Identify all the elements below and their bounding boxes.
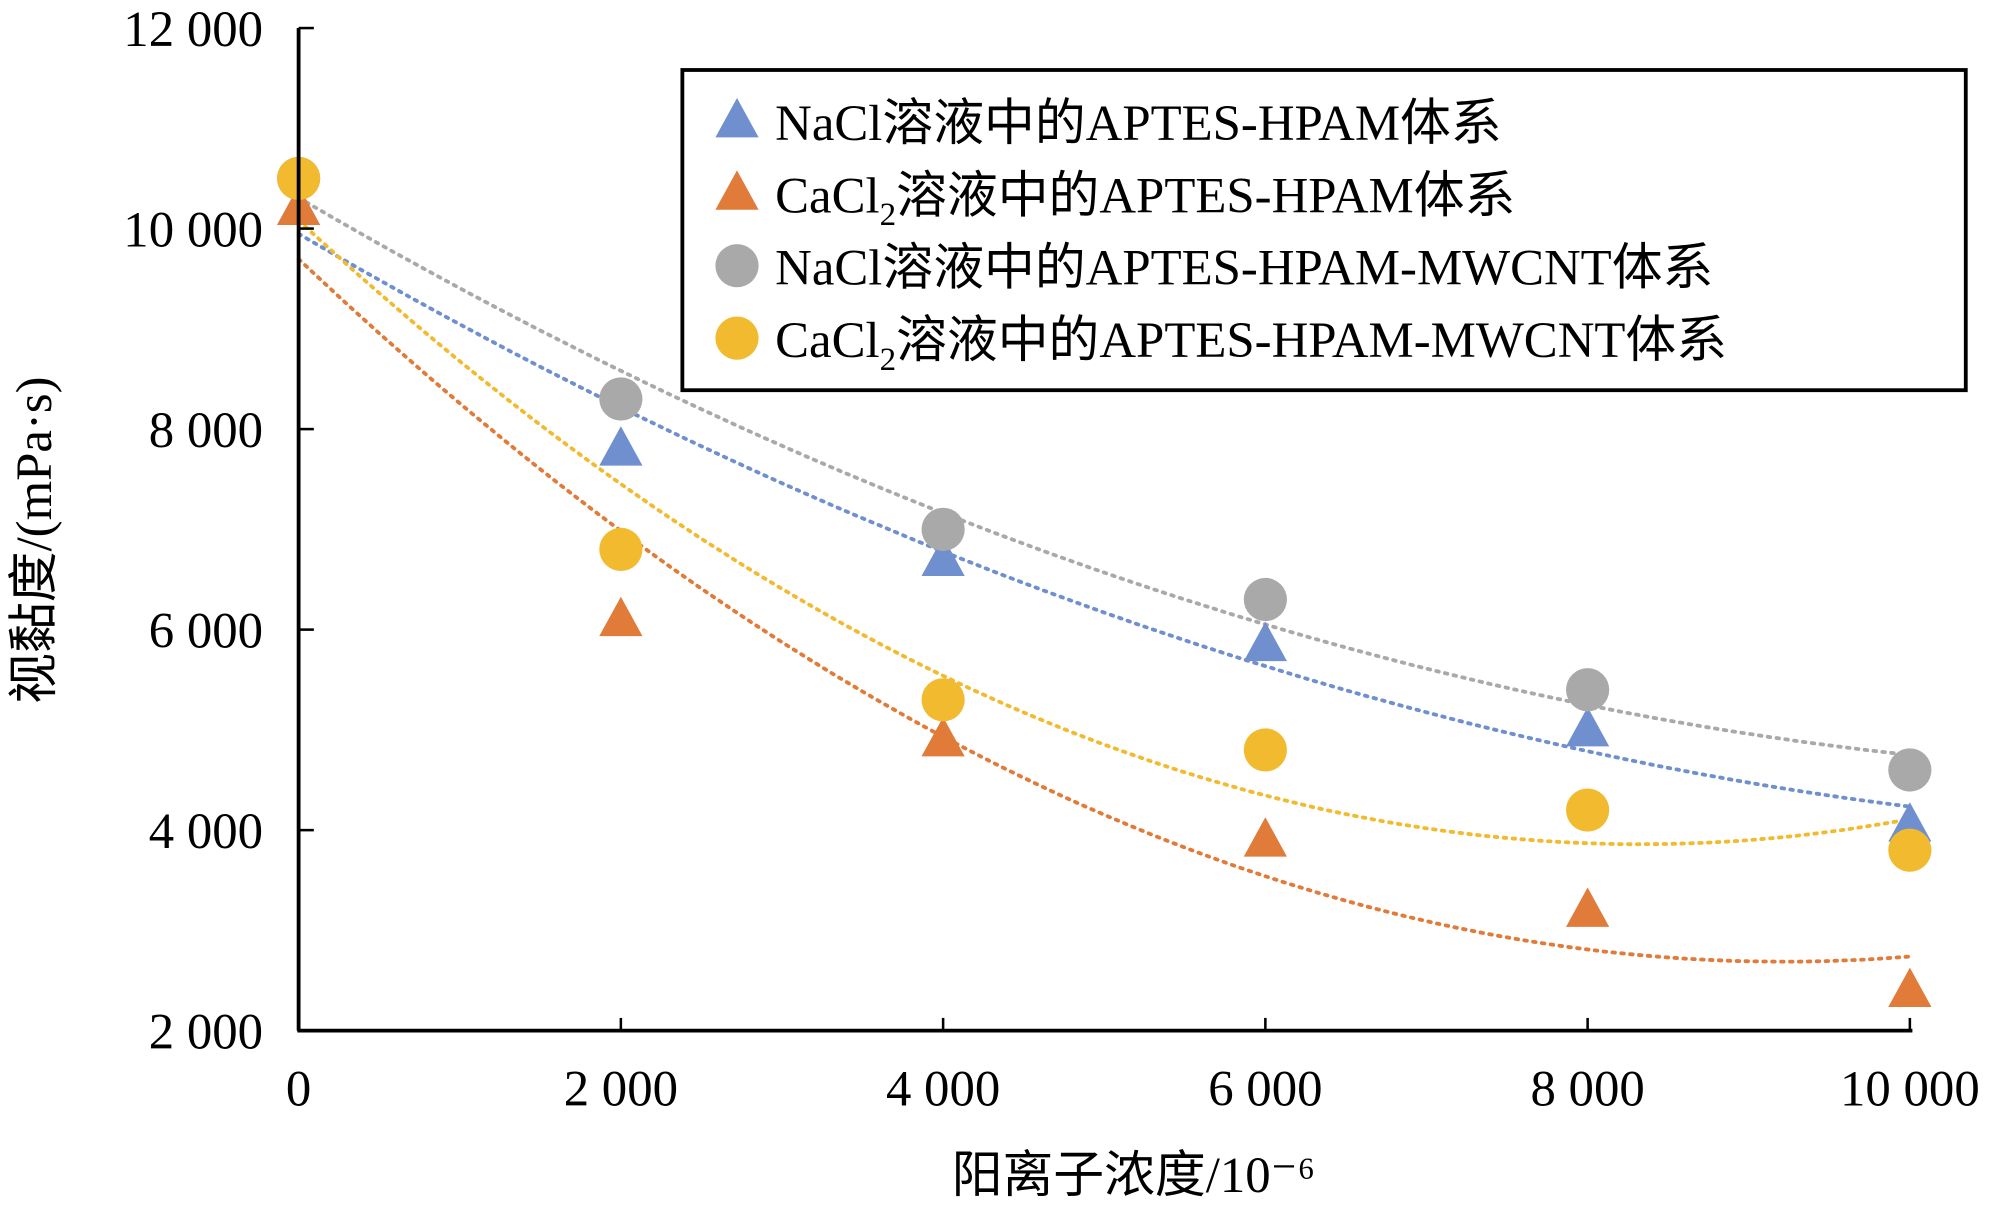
- circle-point: [1566, 788, 1610, 832]
- triangle-point: [1566, 887, 1610, 927]
- y-tick-label: 10 000: [123, 201, 263, 257]
- legend-entry-label: NaCl溶液中的APTES-HPAM体系: [775, 95, 1502, 151]
- x-axis-label: 阳离子浓度/10⁻⁶: [952, 1147, 1316, 1203]
- circle-point: [1888, 748, 1932, 792]
- legend-entry-label: CaCl2溶液中的APTES-HPAM-MWCNT体系: [775, 312, 1727, 378]
- triangle-point: [1888, 967, 1932, 1008]
- circle-point: [1243, 577, 1287, 622]
- triangle-point: [1243, 621, 1287, 662]
- x-tick-label: 2 000: [564, 1061, 678, 1117]
- trendline-3: [296, 195, 1912, 757]
- y-axis-label: 视黏度/(mPa·s): [6, 376, 62, 703]
- circle-point: [921, 678, 965, 722]
- legend-circle-icon: [715, 244, 759, 288]
- triangle-point: [599, 596, 643, 637]
- legend-entry-label: NaCl溶液中的APTES-HPAM-MWCNT体系: [775, 240, 1713, 296]
- circle-point: [599, 527, 643, 572]
- legend-triangle-icon: [715, 97, 759, 138]
- triangle-point: [1243, 817, 1287, 857]
- y-tick-label: 4 000: [149, 803, 263, 859]
- trendline-1: [296, 231, 1912, 809]
- trendlines: [296, 195, 1912, 964]
- circle-point: [1243, 728, 1287, 772]
- circle-point: [1888, 828, 1932, 872]
- axes: [296, 28, 1913, 1033]
- circle-point: [599, 377, 643, 421]
- legend: NaCl溶液中的APTES-HPAM体系 CaCl2溶液中的APTES-HPAM体…: [680, 68, 1968, 393]
- x-tick-label: 10 000: [1840, 1061, 1980, 1117]
- ticks: 0 2 000 4 000 6 000 8 000 10 000 2 000 4 000 6 0…: [123, 1, 1979, 1117]
- y-tick-label: 6 000: [149, 602, 263, 658]
- circle-point: [921, 507, 965, 551]
- trendline-4: [296, 218, 1912, 847]
- triangle-point: [921, 717, 965, 757]
- legend-triangle-icon: [715, 170, 759, 210]
- triangle-point: [599, 426, 643, 466]
- x-tick-label: 4 000: [886, 1061, 1000, 1117]
- legend-circle-icon: [715, 316, 759, 360]
- x-tick-label: 6 000: [1208, 1061, 1322, 1117]
- trendline-2: [296, 257, 1912, 964]
- y-tick-label: 8 000: [149, 402, 263, 458]
- y-tick-label: 12 000: [123, 1, 263, 57]
- triangle-point: [921, 536, 965, 576]
- x-tick-label: 8 000: [1530, 1061, 1644, 1117]
- circle-point: [1566, 668, 1610, 712]
- legend-entry-label: CaCl2溶液中的APTES-HPAM体系: [775, 167, 1515, 233]
- y-tick-label: 2 000: [149, 1003, 263, 1059]
- data-points: [277, 156, 1932, 1008]
- triangle-point: [1566, 706, 1610, 747]
- legend-box: [680, 68, 1968, 393]
- x-tick-label: 0: [286, 1061, 311, 1117]
